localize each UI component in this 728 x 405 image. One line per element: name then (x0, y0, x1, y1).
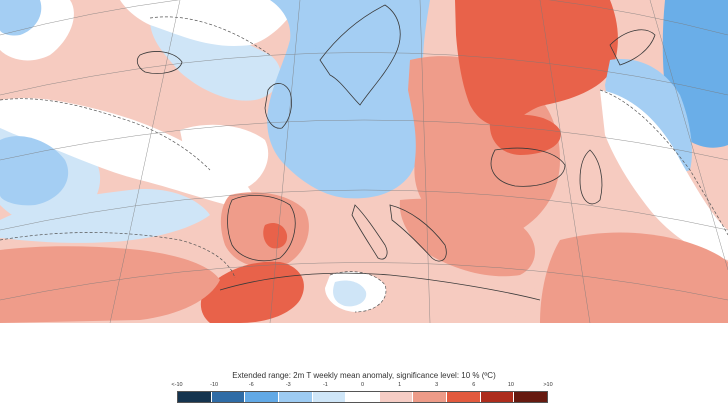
british-isles-coast (264, 83, 292, 129)
southeast-warm (540, 232, 728, 323)
graticule-line (0, 0, 728, 36)
black-sea-coast (490, 147, 566, 187)
significance-contour (0, 232, 236, 279)
legend-tick-label: 3 (435, 382, 439, 388)
graticule-line (0, 119, 728, 161)
legend-ticks: <-10 -10 -6 -3 -1 0 1 3 6 10 >10 (166, 382, 558, 390)
east-med-warm (399, 198, 535, 277)
novaya-zemlya-coast (609, 29, 656, 66)
graticule-line (0, 262, 728, 301)
biscay-neutral (180, 124, 269, 190)
legend-tick-label: 6 (472, 382, 476, 388)
legend-swatch (480, 392, 515, 402)
graticule-line (0, 189, 728, 231)
anomaly-map (0, 0, 728, 323)
legend-swatch (245, 392, 279, 402)
mid-atlantic-anomaly (0, 189, 210, 243)
legend-swatch (514, 392, 548, 402)
legend-swatch (413, 392, 448, 402)
legend: Extended range: 2m T weekly mean anomaly… (0, 323, 728, 405)
italy-coast (351, 204, 388, 260)
legend-tick-label: <-10 (171, 382, 183, 388)
russia-south-tongue (489, 114, 561, 155)
significance-contour (149, 16, 271, 56)
significance-contour (329, 271, 387, 313)
coastlines (136, 4, 656, 301)
caspian-coast (579, 149, 603, 205)
atlantic-neutral-band (0, 98, 254, 210)
significance-contour (599, 89, 728, 236)
graticule-line (0, 52, 728, 96)
legend-swatch (379, 392, 414, 402)
north-africa-coast (219, 272, 541, 301)
russia-anomaly (455, 0, 618, 126)
med-cool-spot (333, 280, 367, 307)
legend-tick-label: -10 (210, 382, 219, 388)
east-neutral (600, 90, 728, 260)
legend-title: Extended range: 2m T weekly mean anomaly… (232, 371, 496, 380)
legend-swatch (312, 392, 347, 402)
legend-swatch (211, 392, 246, 402)
significance-contours (0, 16, 728, 313)
legend-swatch (447, 392, 481, 402)
legend-tick-label: >10 (543, 382, 553, 388)
greenland-blue (0, 0, 42, 36)
iceland-coast (136, 51, 183, 74)
graticule-line (109, 0, 181, 323)
northeast-atlantic-anomaly (150, 19, 281, 101)
significance-contour (0, 98, 211, 171)
graticule-line (269, 0, 301, 323)
legend-tick-label: 10 (507, 382, 514, 388)
atlantic-blue-blob (0, 136, 69, 206)
legend-swatch (278, 392, 313, 402)
legend-tick-label: -1 (322, 382, 328, 388)
legend-colorbar (177, 391, 548, 403)
sw-atlantic-warm (0, 246, 220, 323)
legend-tick-label: 0 (360, 382, 365, 388)
iberia-coast (227, 195, 296, 262)
graticule-line (649, 0, 728, 271)
scandinavia-cool (300, 0, 420, 72)
balkans-coast (389, 204, 447, 262)
north-neutral-area (120, 0, 300, 46)
graticule (0, 0, 728, 323)
legend-tick-label: -6 (248, 382, 254, 388)
legend-tick-label: 1 (398, 382, 402, 388)
scandinavia-coast (319, 4, 401, 106)
legend-swatch (346, 392, 380, 402)
graticule-line (539, 0, 591, 323)
graticule-line (419, 0, 431, 323)
legend-tick-label: -3 (285, 382, 291, 388)
legend-swatch (178, 392, 212, 402)
iberia-spot (263, 223, 288, 249)
